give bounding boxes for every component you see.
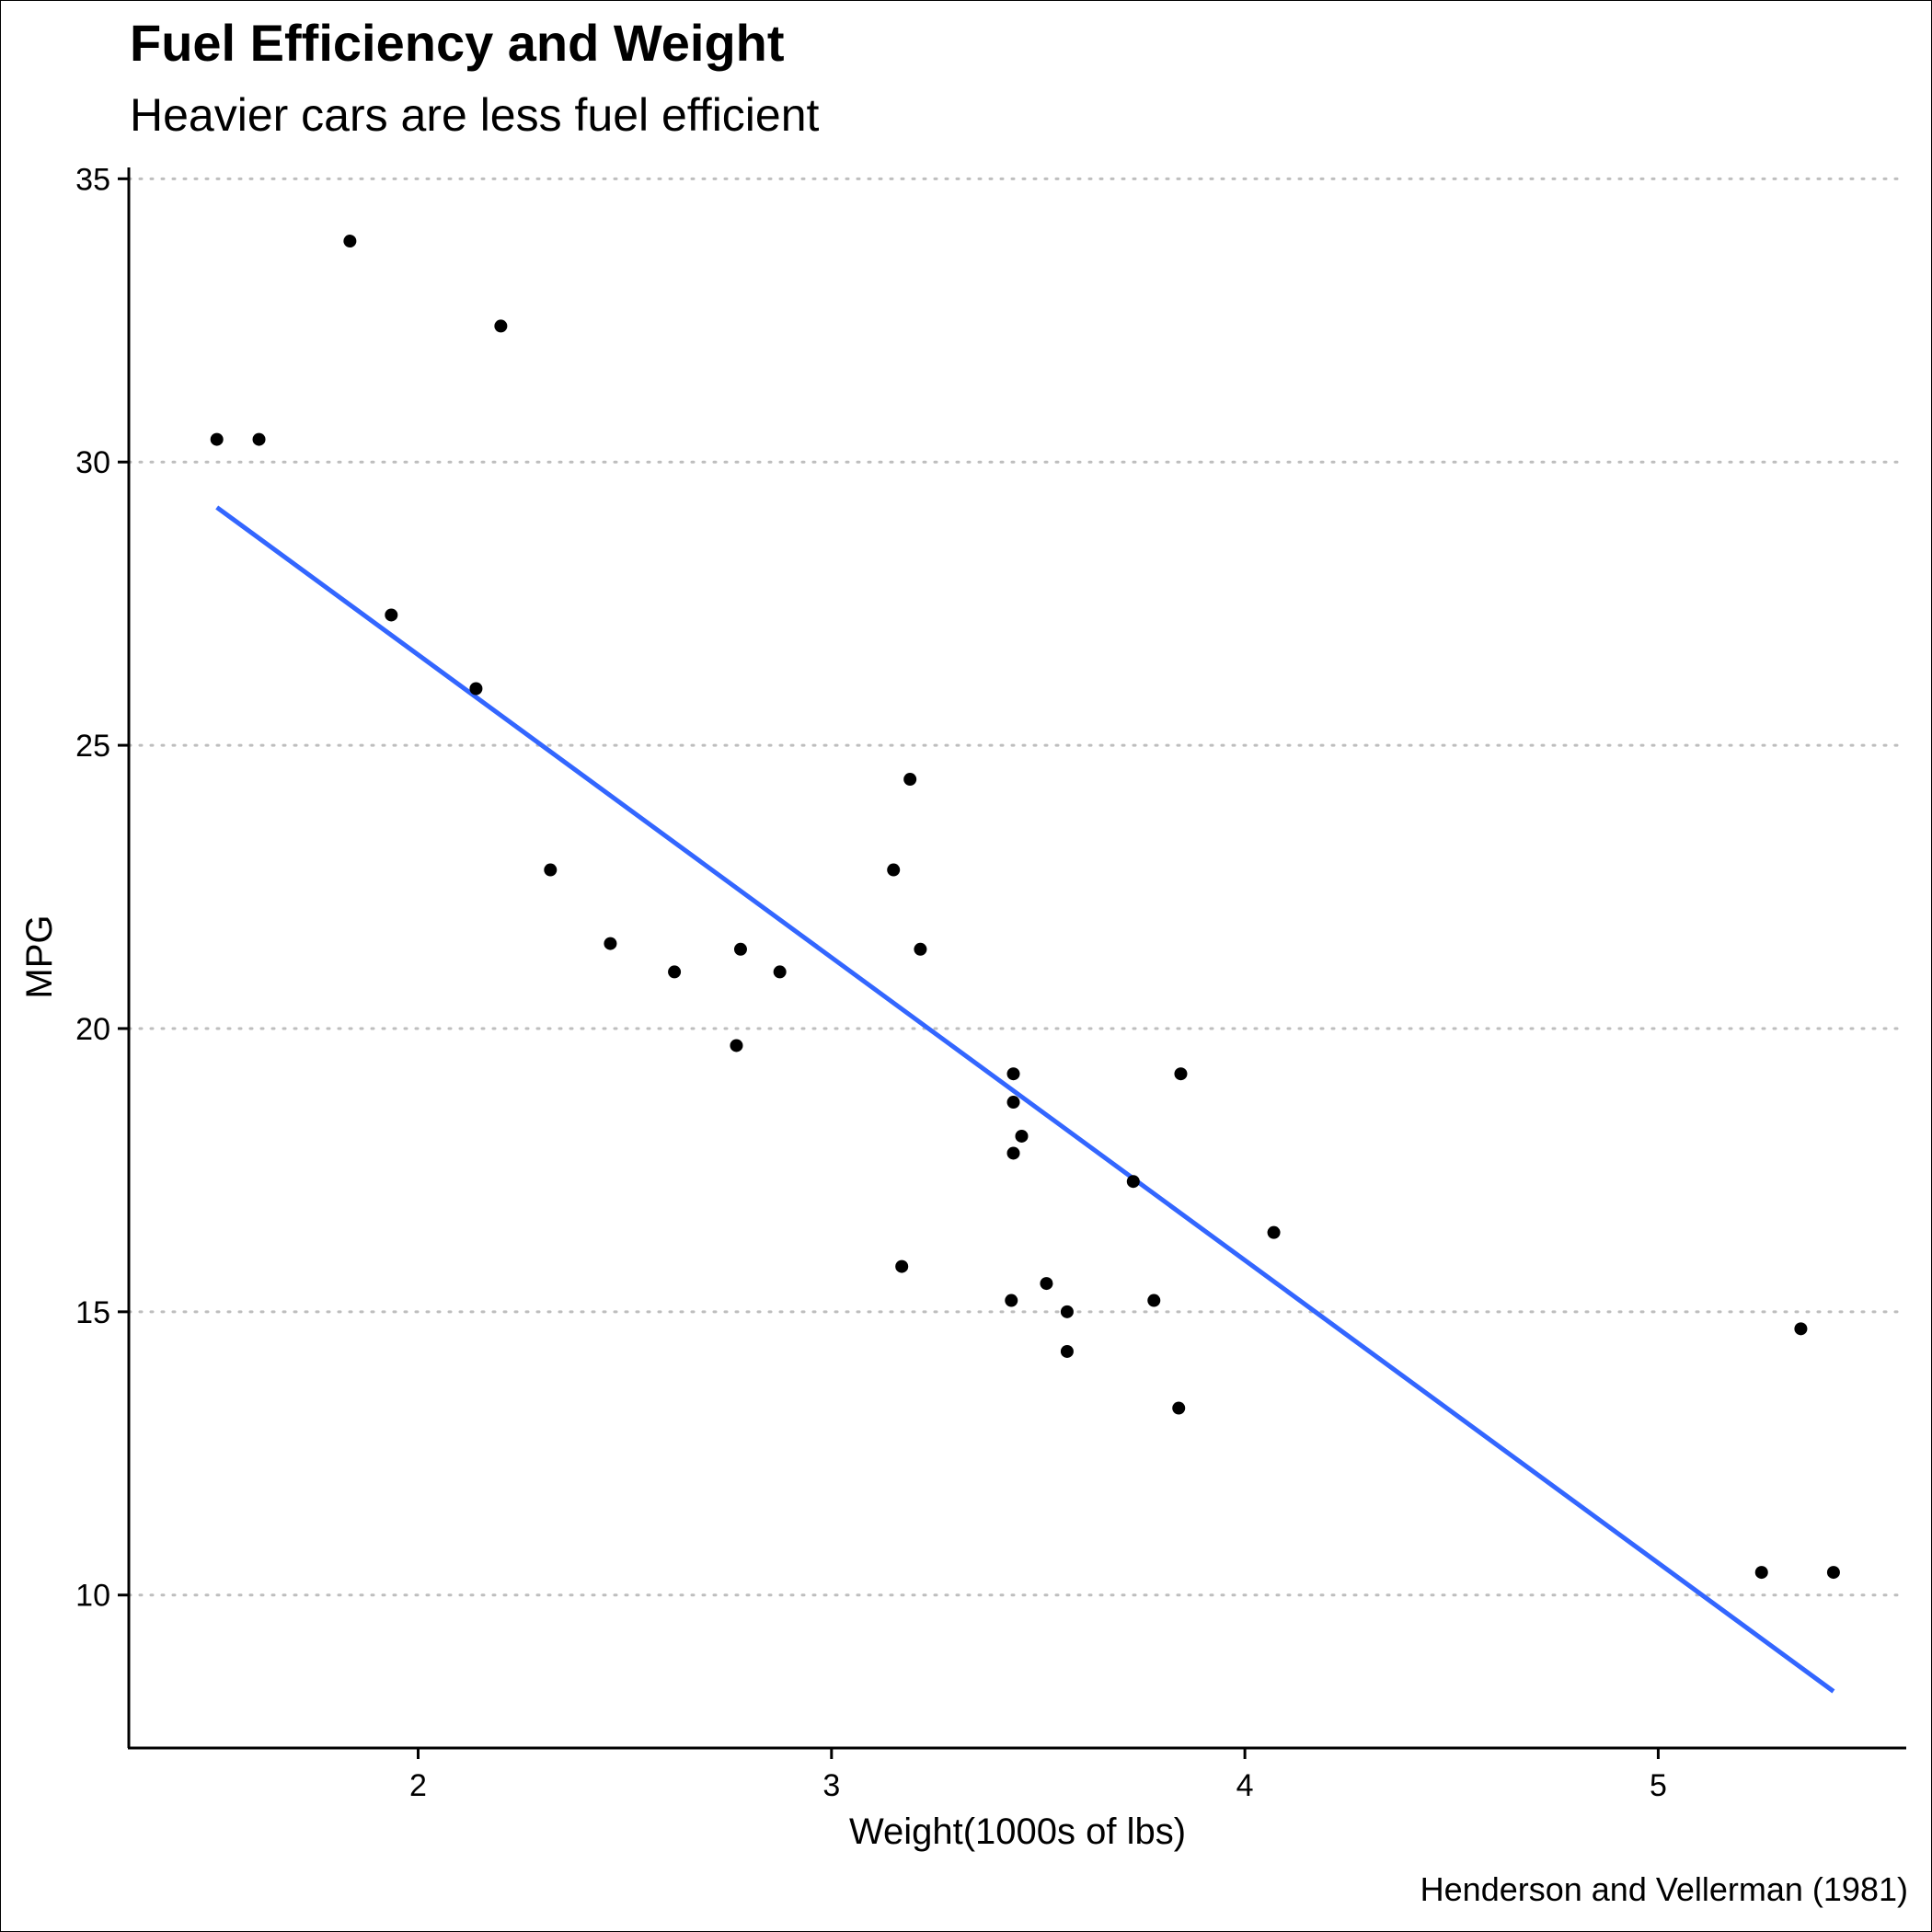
y-tick-label: 35 xyxy=(75,162,110,197)
data-point xyxy=(903,773,917,787)
data-point xyxy=(668,965,682,979)
data-point xyxy=(252,432,266,446)
chart-subtitle: Heavier cars are less fuel efficient xyxy=(130,89,820,141)
data-point xyxy=(1174,1067,1188,1081)
y-tick-label: 10 xyxy=(75,1579,110,1614)
data-point xyxy=(1060,1344,1074,1358)
fit-line xyxy=(215,505,1835,1694)
data-point xyxy=(773,965,787,979)
data-point xyxy=(1826,1566,1840,1580)
data-point xyxy=(1147,1294,1161,1307)
chart-title: Fuel Efficiency and Weight xyxy=(130,14,785,72)
y-tick-label: 15 xyxy=(75,1295,110,1330)
data-point xyxy=(210,432,224,446)
data-point xyxy=(914,942,927,956)
y-axis-ticks: 10 15 20 25 30 35 xyxy=(75,162,129,1614)
y-tick-label: 25 xyxy=(75,729,110,764)
chart-caption: Henderson and Vellerman (1981) xyxy=(1420,1870,1908,1908)
data-point xyxy=(343,235,357,248)
data-point xyxy=(1015,1129,1029,1143)
data-point xyxy=(1005,1294,1018,1307)
data-point xyxy=(1126,1175,1140,1189)
data-points xyxy=(210,235,1840,1580)
x-tick-label: 4 xyxy=(1236,1768,1254,1803)
y-axis-title: MPG xyxy=(19,914,60,998)
data-point xyxy=(1794,1322,1808,1336)
y-tick-label: 30 xyxy=(75,445,110,480)
x-tick-label: 2 xyxy=(409,1768,427,1803)
gridlines xyxy=(127,177,1908,1597)
data-point xyxy=(1060,1305,1074,1318)
data-point xyxy=(1006,1146,1020,1160)
data-point xyxy=(494,319,508,333)
data-point xyxy=(544,863,558,877)
x-tick-label: 5 xyxy=(1650,1768,1667,1803)
data-point xyxy=(604,937,617,950)
data-point xyxy=(1754,1566,1768,1580)
regression-line xyxy=(215,505,1835,1694)
data-point xyxy=(469,682,483,696)
data-point xyxy=(1267,1225,1281,1239)
data-point xyxy=(733,942,747,956)
data-point xyxy=(385,608,398,622)
data-point xyxy=(1172,1401,1186,1415)
data-point xyxy=(887,863,901,877)
y-tick-label: 20 xyxy=(75,1012,110,1047)
data-point xyxy=(1040,1277,1053,1291)
x-axis-ticks: 2 3 4 5 xyxy=(409,1748,1667,1803)
data-point xyxy=(730,1039,743,1052)
data-point xyxy=(1006,1067,1020,1081)
x-tick-label: 3 xyxy=(822,1768,840,1803)
x-axis-title: Weight(1000s of lbs) xyxy=(849,1811,1186,1852)
data-point xyxy=(1006,1096,1020,1110)
data-point xyxy=(895,1259,909,1273)
